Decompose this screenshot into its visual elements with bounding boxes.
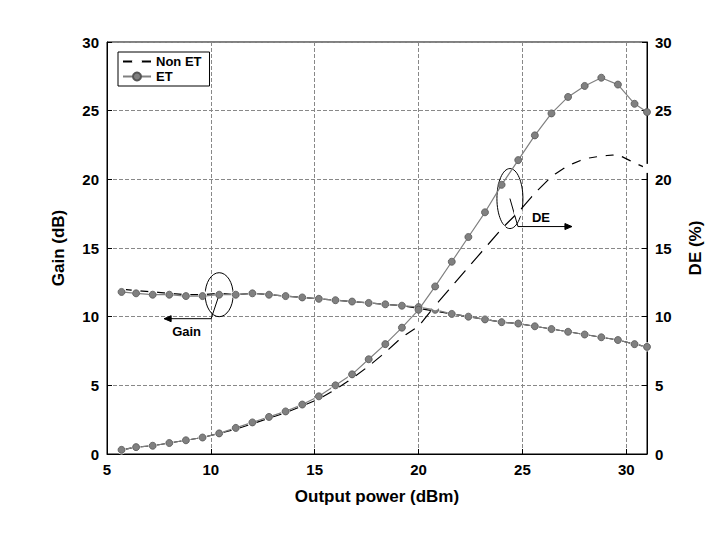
svg-text:30: 30 <box>82 34 99 51</box>
svg-text:0: 0 <box>91 446 99 463</box>
svg-text:20: 20 <box>655 171 672 188</box>
svg-text:15: 15 <box>655 240 672 257</box>
svg-text:20: 20 <box>82 171 99 188</box>
svg-text:15: 15 <box>306 461 323 478</box>
svg-text:5: 5 <box>103 461 111 478</box>
svg-text:Gain: Gain <box>172 324 201 339</box>
svg-text:10: 10 <box>655 308 672 325</box>
svg-text:10: 10 <box>82 308 99 325</box>
svg-text:Non ET: Non ET <box>156 54 202 69</box>
svg-text:25: 25 <box>82 102 99 119</box>
svg-text:10: 10 <box>203 461 220 478</box>
svg-text:15: 15 <box>82 240 99 257</box>
svg-text:5: 5 <box>655 377 663 394</box>
svg-text:Gain (dB): Gain (dB) <box>49 210 68 287</box>
svg-text:Output power (dBm): Output power (dBm) <box>295 487 459 506</box>
svg-text:25: 25 <box>655 102 672 119</box>
svg-text:ET: ET <box>156 69 173 84</box>
svg-text:0: 0 <box>655 446 663 463</box>
svg-text:30: 30 <box>618 461 635 478</box>
svg-text:20: 20 <box>410 461 427 478</box>
svg-text:DE: DE <box>532 210 550 225</box>
svg-text:25: 25 <box>514 461 531 478</box>
svg-text:5: 5 <box>91 377 99 394</box>
svg-text:DE (%): DE (%) <box>686 221 705 276</box>
svg-text:30: 30 <box>655 34 672 51</box>
